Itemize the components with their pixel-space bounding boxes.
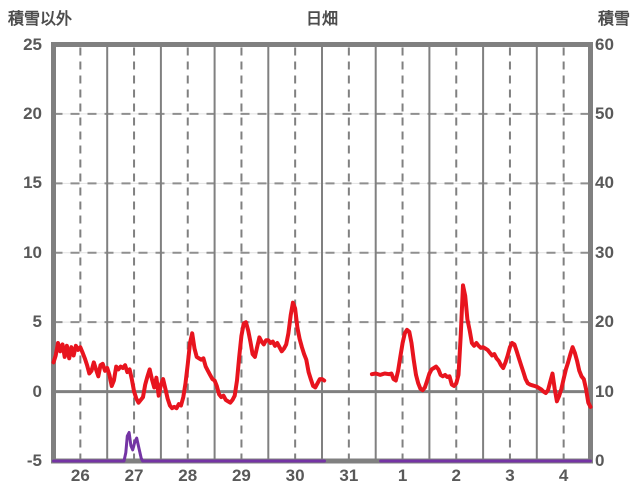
y-left-tick-label: 25 (23, 34, 42, 54)
x-tick-label: 26 (70, 466, 90, 485)
y-left-tick-label: 15 (23, 173, 42, 193)
chart-title: 日畑 (305, 11, 339, 28)
x-tick-label: 3 (505, 466, 515, 485)
y-right-tick-label: 10 (595, 381, 614, 401)
y-right-tick-label: 20 (595, 312, 614, 332)
series-line-red (51, 300, 327, 411)
y-right-tick-label: 60 (595, 34, 614, 54)
series-line-red (369, 283, 593, 409)
x-tick-label: 2 (451, 466, 461, 485)
y-left-tick-label: 0 (32, 381, 42, 401)
left-axis-title: 積雪以外 (8, 11, 73, 28)
y-left-tick-label: 20 (23, 103, 42, 123)
right-axis-title: 積雪 (597, 11, 630, 28)
x-tick-label: 30 (285, 466, 305, 485)
x-tick-label: 29 (231, 466, 251, 485)
x-tick-label: 31 (339, 466, 359, 485)
x-tick-label: 28 (178, 466, 198, 485)
x-tick-label: 4 (558, 466, 569, 485)
y-right-tick-label: 30 (595, 242, 614, 262)
x-tick-label: 1 (397, 466, 408, 485)
y-right-tick-label: 0 (595, 451, 605, 470)
y-right-tick-label: 40 (595, 173, 614, 193)
series-line-purple (52, 431, 326, 463)
y-left-tick-label: 10 (23, 242, 42, 262)
y-right-tick-label: 50 (595, 103, 614, 123)
y-left-tick-label: 5 (32, 312, 42, 332)
x-tick-label: 27 (124, 466, 144, 485)
y-left-tick-label: -5 (26, 451, 42, 470)
